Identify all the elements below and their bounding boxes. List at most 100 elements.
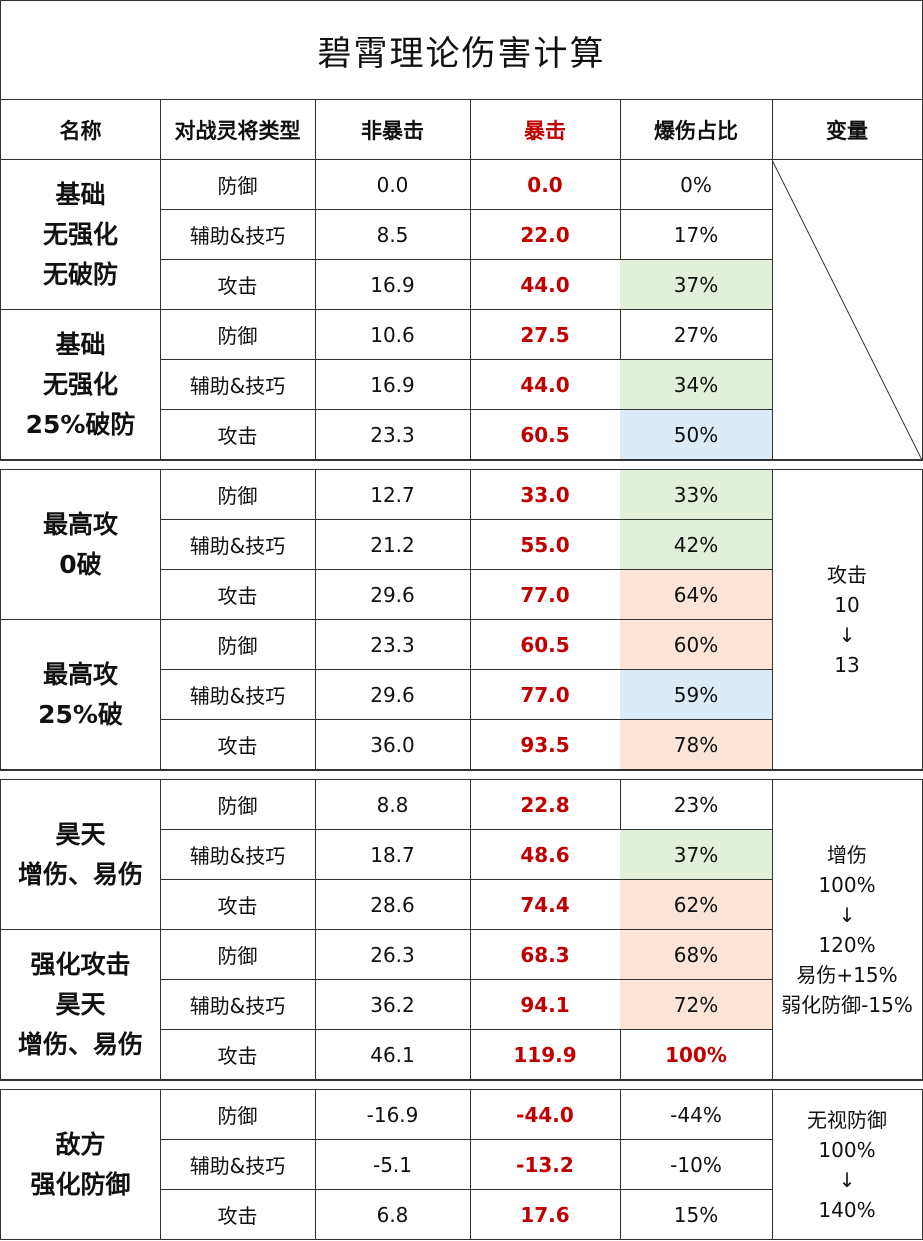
crit-ratio-value: 37% — [620, 260, 773, 310]
crit-value: 44.0 — [470, 260, 621, 310]
opponent-type-cell: 攻击 — [160, 720, 316, 770]
group-name: 基础 无强化 无破防 — [0, 160, 161, 310]
variable-empty-cell — [772, 160, 923, 460]
crit-value: 22.8 — [470, 780, 621, 830]
crit-ratio-value: 60% — [620, 620, 773, 670]
sheet-title: 碧霄理论伤害计算 — [0, 0, 923, 100]
crit-ratio-value: 42% — [620, 520, 773, 570]
crit-ratio-value: 0% — [620, 160, 773, 210]
opponent-type-cell: 防御 — [160, 620, 316, 670]
non-crit-value: 12.7 — [315, 470, 471, 520]
crit-value: 0.0 — [470, 160, 621, 210]
opponent-type-cell: 防御 — [160, 1090, 316, 1140]
non-crit-value: 29.6 — [315, 570, 471, 620]
non-crit-value: 36.0 — [315, 720, 471, 770]
diagonal-line — [772, 160, 922, 459]
opponent-type-cell: 攻击 — [160, 1030, 316, 1080]
non-crit-value: 28.6 — [315, 880, 471, 930]
variable-note: 增伤 100% ↓ 120% 易伤+15% 弱化防御-15% — [772, 780, 923, 1080]
crit-ratio-value: 23% — [620, 780, 773, 830]
group-name: 强化攻击 昊天 增伤、易伤 — [0, 930, 161, 1080]
non-crit-value: -16.9 — [315, 1090, 471, 1140]
crit-ratio-value: 33% — [620, 470, 773, 520]
header-crit-ratio: 爆伤占比 — [620, 100, 773, 160]
crit-value: 77.0 — [470, 570, 621, 620]
non-crit-value: 36.2 — [315, 980, 471, 1030]
non-crit-value: 26.3 — [315, 930, 471, 980]
opponent-type-cell: 辅助&技巧 — [160, 980, 316, 1030]
header-crit: 暴击 — [470, 100, 621, 160]
crit-ratio-value: 59% — [620, 670, 773, 720]
opponent-type-cell: 辅助&技巧 — [160, 210, 316, 260]
opponent-type-cell: 防御 — [160, 930, 316, 980]
opponent-type-cell: 攻击 — [160, 570, 316, 620]
crit-value: 44.0 — [470, 360, 621, 410]
non-crit-value: 23.3 — [315, 410, 471, 460]
crit-ratio-value: 50% — [620, 410, 773, 460]
crit-ratio-value: 78% — [620, 720, 773, 770]
crit-value: 55.0 — [470, 520, 621, 570]
opponent-type-cell: 辅助&技巧 — [160, 520, 316, 570]
opponent-type-cell: 攻击 — [160, 260, 316, 310]
crit-ratio-value: -44% — [620, 1090, 773, 1140]
section-separator — [0, 1080, 923, 1090]
non-crit-value: 21.2 — [315, 520, 471, 570]
group-name: 最高攻 25%破 — [0, 620, 161, 770]
crit-value: 93.5 — [470, 720, 621, 770]
variable-note: 攻击 10 ↓ 13 — [772, 470, 923, 770]
opponent-type-cell: 防御 — [160, 470, 316, 520]
non-crit-value: 6.8 — [315, 1190, 471, 1240]
opponent-type-cell: 防御 — [160, 310, 316, 360]
crit-ratio-value: 27% — [620, 310, 773, 360]
crit-value: -44.0 — [470, 1090, 621, 1140]
crit-ratio-value: 72% — [620, 980, 773, 1030]
non-crit-value: 8.8 — [315, 780, 471, 830]
crit-value: 33.0 — [470, 470, 621, 520]
non-crit-value: 18.7 — [315, 830, 471, 880]
crit-value: 60.5 — [470, 620, 621, 670]
crit-ratio-value: 34% — [620, 360, 773, 410]
crit-ratio-value: -10% — [620, 1140, 773, 1190]
crit-ratio-value: 17% — [620, 210, 773, 260]
crit-value: 77.0 — [470, 670, 621, 720]
non-crit-value: 29.6 — [315, 670, 471, 720]
crit-value: 60.5 — [470, 410, 621, 460]
crit-value: 68.3 — [470, 930, 621, 980]
crit-ratio-value: 64% — [620, 570, 773, 620]
opponent-type-cell: 辅助&技巧 — [160, 360, 316, 410]
non-crit-value: 16.9 — [315, 260, 471, 310]
opponent-type-cell: 辅助&技巧 — [160, 830, 316, 880]
opponent-type-cell: 防御 — [160, 160, 316, 210]
non-crit-value: 8.5 — [315, 210, 471, 260]
header-name: 名称 — [0, 100, 161, 160]
crit-ratio-value: 62% — [620, 880, 773, 930]
opponent-type-cell: 攻击 — [160, 410, 316, 460]
crit-value: 17.6 — [470, 1190, 621, 1240]
header-variable: 变量 — [772, 100, 923, 160]
crit-value: 48.6 — [470, 830, 621, 880]
non-crit-value: 16.9 — [315, 360, 471, 410]
section-separator — [0, 770, 923, 780]
opponent-type-cell: 攻击 — [160, 1190, 316, 1240]
crit-value: 27.5 — [470, 310, 621, 360]
opponent-type-cell: 辅助&技巧 — [160, 1140, 316, 1190]
non-crit-value: 46.1 — [315, 1030, 471, 1080]
crit-ratio-value: 68% — [620, 930, 773, 980]
group-name: 基础 无强化 25%破防 — [0, 310, 161, 460]
header-non-crit: 非暴击 — [315, 100, 471, 160]
non-crit-value: -5.1 — [315, 1140, 471, 1190]
non-crit-value: 23.3 — [315, 620, 471, 670]
group-name: 最高攻 0破 — [0, 470, 161, 620]
opponent-type-cell: 攻击 — [160, 880, 316, 930]
crit-value: -13.2 — [470, 1140, 621, 1190]
header-opponent-type: 对战灵将类型 — [160, 100, 316, 160]
opponent-type-cell: 防御 — [160, 780, 316, 830]
group-name: 昊天 增伤、易伤 — [0, 780, 161, 930]
opponent-type-cell: 辅助&技巧 — [160, 670, 316, 720]
crit-ratio-value: 37% — [620, 830, 773, 880]
crit-value: 94.1 — [470, 980, 621, 1030]
crit-ratio-value: 15% — [620, 1190, 773, 1240]
group-name: 敌方 强化防御 — [0, 1090, 161, 1240]
crit-ratio-value: 100% — [620, 1030, 773, 1080]
